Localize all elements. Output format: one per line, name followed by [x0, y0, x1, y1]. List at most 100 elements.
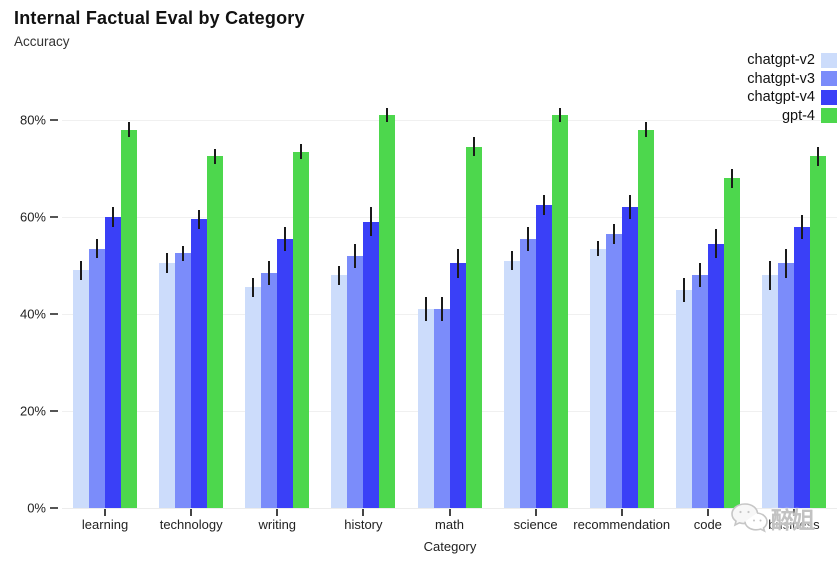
bar-chatgpt-v2-science: [503, 260, 520, 508]
y-tick-label: 60%: [19, 209, 46, 225]
error-bar-chatgpt-v3-science: [526, 226, 529, 251]
x-tick-label-code: code: [693, 517, 722, 532]
x-tick-mark: [362, 509, 365, 516]
bar-chatgpt-v4-science: [535, 204, 552, 508]
gridline-0: [62, 508, 837, 509]
error-bar-chatgpt-v4-recommendation: [628, 195, 631, 220]
bar-chatgpt-v2-math: [417, 309, 434, 508]
bar-chatgpt-v2-code: [675, 289, 692, 508]
bar-chatgpt-v4-writing: [277, 238, 294, 508]
x-tick-mark: [792, 509, 795, 516]
legend-item-gpt-4: gpt-4: [747, 107, 837, 126]
x-tick-label-writing: writing: [258, 517, 297, 532]
error-bar-gpt-4-writing: [300, 144, 303, 159]
bar-chatgpt-v2-business: [761, 275, 778, 508]
bar-gpt-4-writing: [293, 151, 310, 508]
chart-title: Internal Factual Eval by Category: [14, 8, 305, 28]
x-tick-label-history: history: [344, 517, 383, 532]
error-bar-chatgpt-v3-writing: [268, 260, 271, 285]
bar-chatgpt-v3-technology: [175, 253, 192, 508]
error-bar-gpt-4-science: [558, 107, 561, 123]
error-bar-chatgpt-v3-technology: [182, 246, 185, 261]
error-bar-chatgpt-v3-history: [354, 243, 357, 268]
legend-label: chatgpt-v4: [747, 89, 815, 106]
y-axis-title: Accuracy: [14, 34, 70, 49]
y-tick-label: 80%: [19, 112, 46, 128]
x-tick-label-technology: technology: [159, 517, 223, 532]
x-tick-label-business: business: [768, 517, 820, 532]
bar-chatgpt-v2-writing: [245, 287, 262, 508]
error-bar-chatgpt-v4-technology: [198, 209, 201, 230]
legend-swatch: [821, 89, 837, 105]
error-bar-chatgpt-v4-learning: [112, 207, 115, 227]
bar-gpt-4-science: [551, 115, 568, 508]
legend-label: gpt-4: [781, 107, 815, 124]
error-bar-chatgpt-v2-writing: [252, 277, 255, 298]
y-tick-mark: [50, 507, 58, 509]
bar-chatgpt-v3-writing: [261, 272, 278, 508]
chart-legend: chatgpt-v2 chatgpt-v3 chatgpt-v4 gpt-4: [747, 51, 837, 125]
error-bar-gpt-4-math: [472, 136, 475, 157]
y-tick-mark: [50, 216, 58, 218]
bar-gpt-4-code: [723, 178, 740, 508]
bar-chatgpt-v3-code: [691, 275, 708, 508]
error-bar-chatgpt-v2-science: [510, 250, 513, 271]
error-bar-chatgpt-v3-recommendation: [612, 224, 615, 244]
bar-chatgpt-v3-math: [433, 309, 450, 508]
x-tick-label-recommendation: recommendation: [573, 517, 671, 532]
x-tick-mark: [534, 509, 537, 516]
error-bar-chatgpt-v2-learning: [80, 260, 83, 281]
legend-swatch: [821, 71, 837, 87]
bar-chatgpt-v4-history: [363, 221, 380, 508]
bar-chatgpt-v4-recommendation: [621, 207, 638, 508]
error-bar-chatgpt-v3-math: [440, 297, 443, 322]
bar-gpt-4-history: [379, 115, 396, 508]
bar-gpt-4-recommendation: [637, 129, 654, 508]
x-tick-mark: [620, 509, 623, 516]
bar-chatgpt-v4-math: [449, 263, 466, 508]
error-bar-chatgpt-v2-technology: [166, 253, 169, 273]
bar-chatgpt-v4-code: [707, 243, 724, 508]
bar-chatgpt-v4-learning: [105, 217, 122, 508]
error-bar-chatgpt-v2-history: [338, 265, 341, 285]
bar-chatgpt-v3-learning: [89, 248, 106, 508]
error-bar-gpt-4-code: [730, 168, 733, 188]
bar-gpt-4-business: [809, 156, 826, 508]
x-tick-mark: [190, 509, 193, 516]
error-bar-chatgpt-v4-business: [800, 214, 803, 239]
x-tick-mark: [276, 509, 279, 516]
error-bar-gpt-4-history: [386, 107, 389, 123]
error-bar-chatgpt-v3-business: [784, 248, 787, 278]
error-bar-chatgpt-v2-code: [682, 277, 685, 302]
error-bar-chatgpt-v4-history: [370, 207, 373, 237]
legend-label: chatgpt-v2: [747, 52, 815, 69]
bar-gpt-4-learning: [121, 129, 138, 508]
error-bar-gpt-4-business: [816, 146, 819, 167]
y-tick-mark: [50, 313, 58, 315]
error-bar-chatgpt-v2-business: [768, 260, 771, 290]
bar-chatgpt-v3-recommendation: [605, 233, 622, 508]
legend-swatch: [821, 52, 837, 68]
bar-chatgpt-v2-history: [331, 275, 348, 508]
bar-chatgpt-v2-technology: [159, 263, 176, 508]
bar-chatgpt-v2-recommendation: [589, 248, 606, 508]
error-bar-chatgpt-v4-science: [542, 195, 545, 215]
error-bar-gpt-4-learning: [128, 122, 131, 137]
error-bar-gpt-4-technology: [214, 149, 217, 164]
error-bar-chatgpt-v4-math: [456, 248, 459, 278]
x-tick-label-science: science: [513, 517, 558, 532]
y-tick-mark: [50, 410, 58, 412]
bar-chatgpt-v3-business: [777, 263, 794, 508]
bar-chatgpt-v3-science: [519, 238, 536, 508]
error-bar-chatgpt-v3-code: [698, 263, 701, 288]
x-tick-mark: [448, 509, 451, 516]
error-bar-chatgpt-v2-math: [424, 297, 427, 322]
error-bar-chatgpt-v2-recommendation: [596, 241, 599, 256]
error-bar-gpt-4-recommendation: [644, 122, 647, 137]
error-bar-chatgpt-v3-learning: [96, 238, 99, 259]
legend-item-chatgpt-v4: chatgpt-v4: [747, 88, 837, 107]
legend-item-chatgpt-v3: chatgpt-v3: [747, 70, 837, 89]
bar-gpt-4-technology: [207, 156, 224, 508]
x-tick-label-learning: learning: [81, 517, 129, 532]
